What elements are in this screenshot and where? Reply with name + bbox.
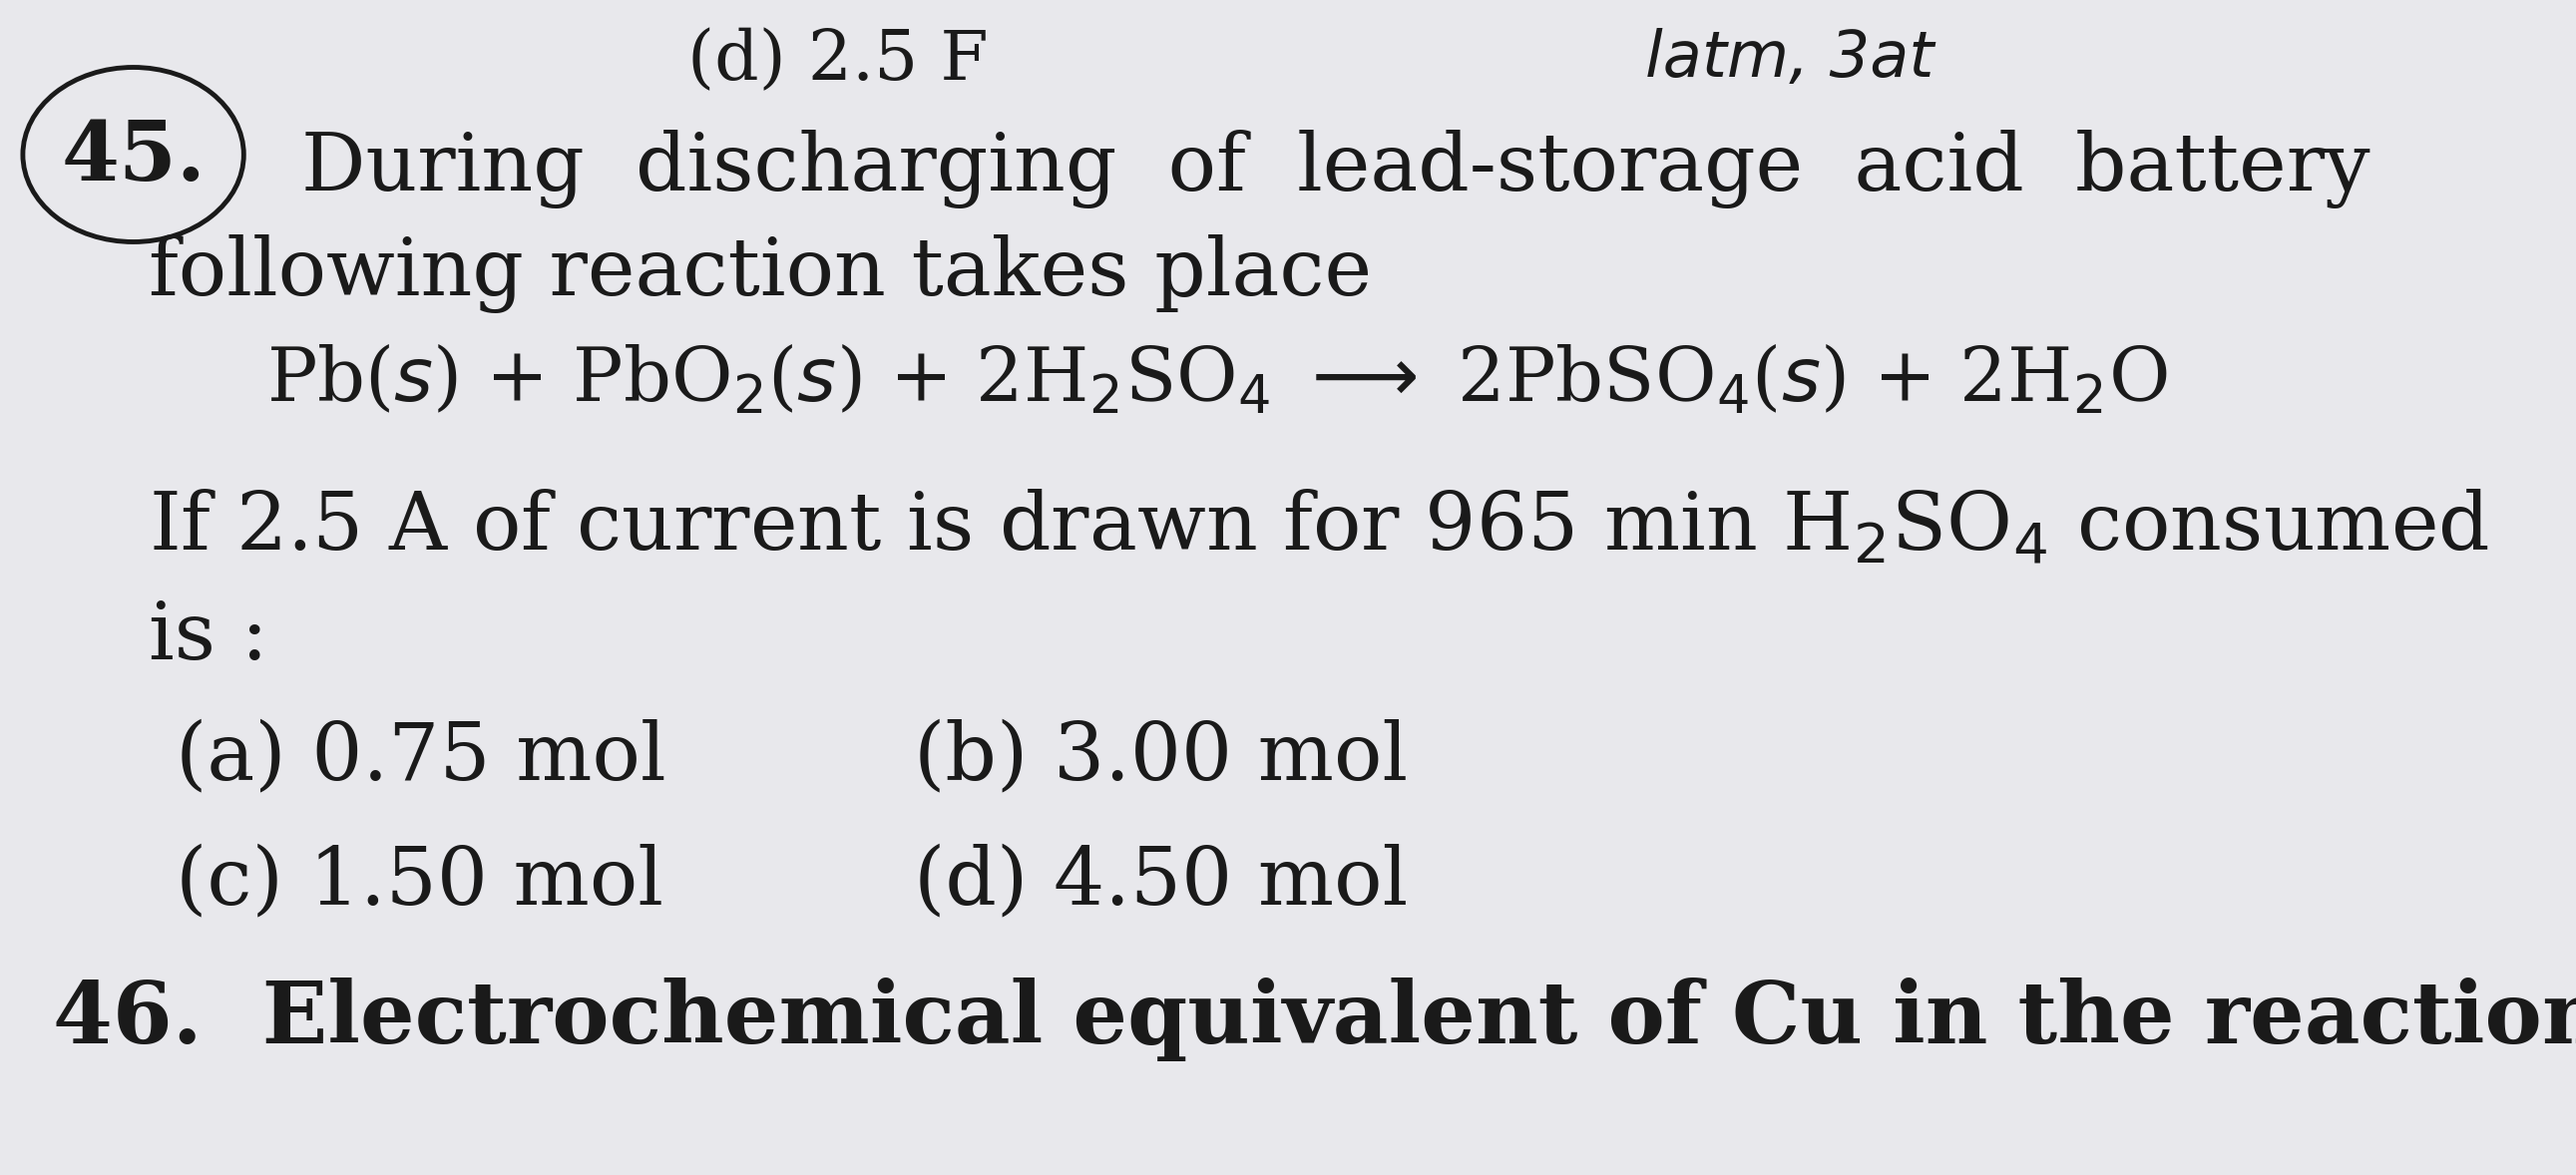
- Text: If 2.5 A of current is drawn for 965 min H$_2$SO$_4$ consumed: If 2.5 A of current is drawn for 965 min…: [149, 489, 2488, 568]
- Text: (c) 1.50 mol: (c) 1.50 mol: [175, 842, 662, 921]
- Text: Pb($s$) + PbO$_2$($s$) + 2H$_2$SO$_4$ $\longrightarrow$ 2PbSO$_4$($s$) + 2H$_2$O: Pb($s$) + PbO$_2$($s$) + 2H$_2$SO$_4$ $\…: [265, 344, 2169, 417]
- Text: following reaction takes place: following reaction takes place: [149, 234, 1373, 314]
- Text: is :: is :: [149, 598, 268, 677]
- Text: latm, 3at: latm, 3at: [1646, 28, 1935, 89]
- Text: (d) 2.5 F: (d) 2.5 F: [688, 28, 989, 94]
- Text: (a) 0.75 mol: (a) 0.75 mol: [175, 718, 665, 795]
- Text: 45.: 45.: [62, 118, 206, 197]
- Text: 46.  Electrochemical equivalent of Cu in the reaction: 46. Electrochemical equivalent of Cu in …: [54, 978, 2576, 1061]
- Text: (d) 4.50 mol: (d) 4.50 mol: [914, 842, 1409, 921]
- Text: During  discharging  of  lead-storage  acid  battery: During discharging of lead-storage acid …: [301, 129, 2370, 208]
- Text: (b) 3.00 mol: (b) 3.00 mol: [914, 718, 1409, 795]
